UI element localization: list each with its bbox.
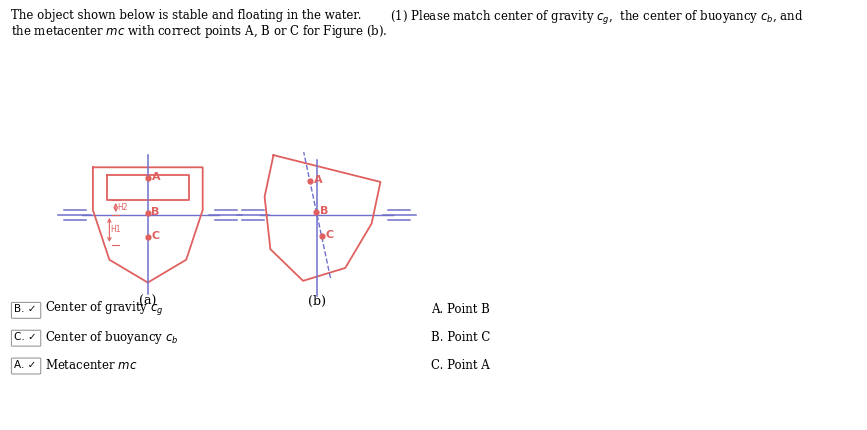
Text: B: B [320,206,329,216]
Text: B. ✓: B. ✓ [14,304,36,314]
Text: C: C [152,231,160,241]
Text: (1) Please match center of gravity $c_g$,  the center of buoyancy $c_b$, and: (1) Please match center of gravity $c_g$… [390,9,804,28]
Text: (a): (a) [139,295,156,307]
FancyBboxPatch shape [11,330,41,346]
Text: B. Point C: B. Point C [432,331,491,344]
Text: A: A [314,175,323,185]
Text: C. ✓: C. ✓ [14,332,37,342]
Text: The object shown below is stable and floating in the water.: The object shown below is stable and flo… [10,9,361,22]
FancyBboxPatch shape [11,358,41,374]
Text: A: A [152,172,160,182]
Text: H2: H2 [118,203,128,212]
FancyBboxPatch shape [11,302,41,318]
Text: A. Point B: A. Point B [432,303,491,316]
Text: C. Point A: C. Point A [432,359,490,372]
Text: (b): (b) [308,295,326,307]
Text: A. ✓: A. ✓ [14,360,36,370]
Text: C: C [325,230,334,240]
Text: Center of buoyancy $c_b$: Center of buoyancy $c_b$ [45,329,179,346]
Text: B: B [152,207,160,217]
Text: Metacenter $\it{mc}$: Metacenter $\it{mc}$ [45,358,138,372]
Text: Center of gravity $c_g$: Center of gravity $c_g$ [45,301,164,318]
Text: the metacenter $\it{mc}$ with correct points A, B or C for Figure (b).: the metacenter $\it{mc}$ with correct po… [10,23,387,40]
Text: H1: H1 [110,225,121,234]
